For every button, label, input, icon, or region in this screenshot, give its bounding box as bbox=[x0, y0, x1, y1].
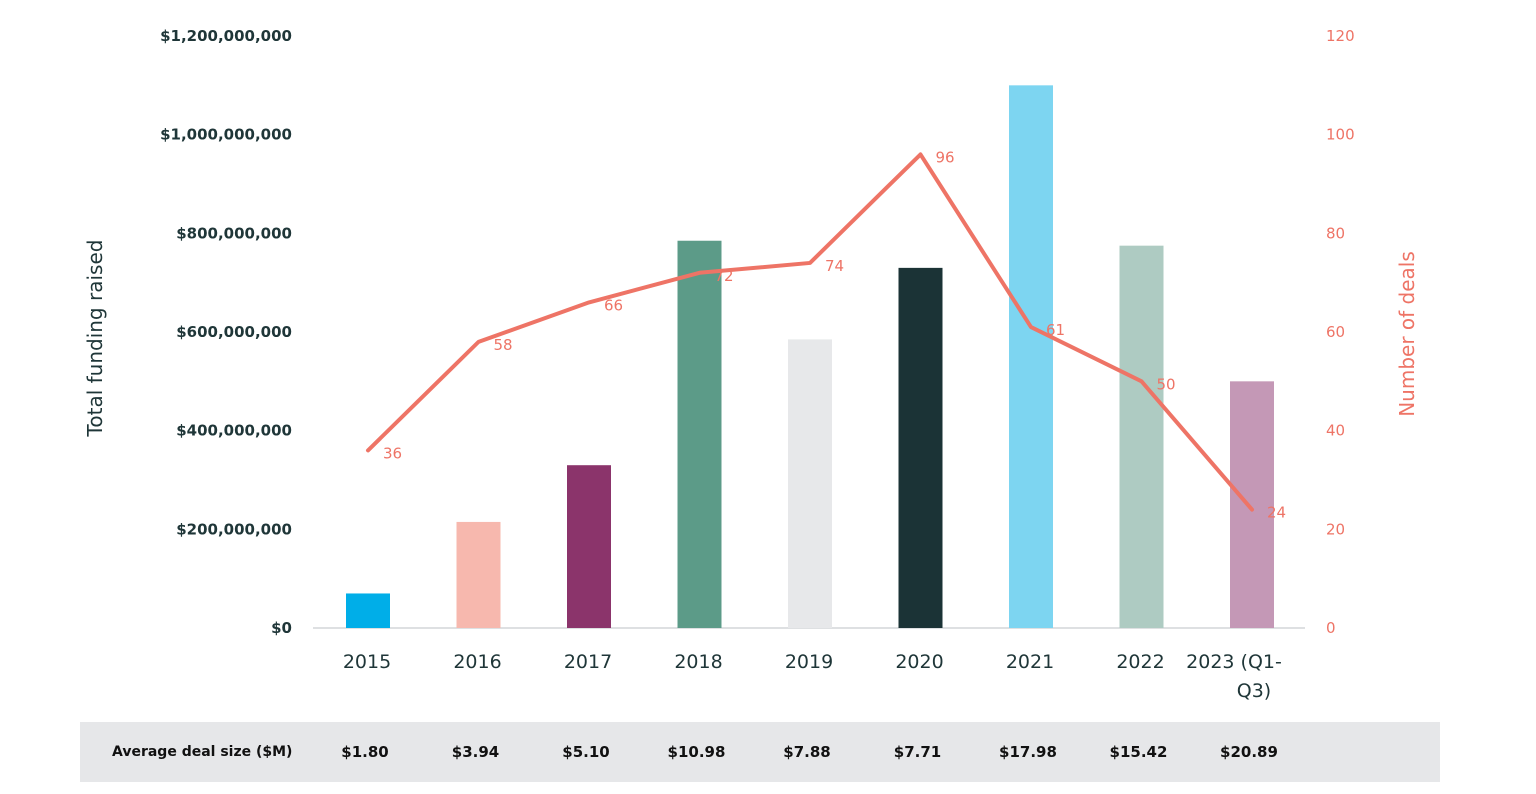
funding-bar bbox=[677, 240, 722, 628]
x-axis-tick-line: 2022 bbox=[1116, 651, 1164, 673]
deals-data-label: 61 bbox=[1046, 321, 1065, 339]
right-axis-tick: 0 bbox=[1326, 619, 1336, 637]
funding-bar bbox=[567, 465, 611, 628]
left-axis-tick: $1,000,000,000 bbox=[160, 126, 292, 144]
average-deal-size-value: $1.80 bbox=[341, 743, 389, 761]
funding-bar bbox=[1230, 381, 1274, 628]
x-axis-tick-line: 2016 bbox=[453, 651, 501, 673]
x-axis-tick: 2020 bbox=[895, 651, 943, 673]
average-deal-size-table: Average deal size ($M) $1.80 $3.94 $5.10 $1… bbox=[80, 722, 1440, 782]
x-axis-tick: 2023 (Q1- Q3) bbox=[1186, 651, 1282, 702]
deals-data-label: 58 bbox=[494, 336, 513, 354]
funding-bar bbox=[456, 521, 501, 628]
average-deal-size-value: $7.88 bbox=[783, 743, 831, 761]
deals-data-label: 50 bbox=[1157, 375, 1176, 393]
right-axis-ticks: 0 20 40 60 80 100 120 bbox=[1326, 27, 1355, 637]
x-axis-tick: 2019 bbox=[785, 651, 833, 673]
x-axis-tick: 2021 bbox=[1006, 651, 1054, 673]
right-axis-tick: 80 bbox=[1326, 224, 1345, 242]
deals-data-label: 96 bbox=[936, 148, 955, 166]
x-axis-tick: 2016 bbox=[453, 651, 501, 673]
x-axis-tick: 2017 bbox=[564, 651, 612, 673]
deals-line-labels: 36 58 66 72 74 96 61 50 24 bbox=[383, 148, 1286, 521]
x-axis-tick-line: 2015 bbox=[343, 651, 391, 673]
x-axis-tick: 2015 bbox=[343, 651, 391, 673]
x-axis-tick-line: 2019 bbox=[785, 651, 833, 673]
funding-bar bbox=[898, 267, 943, 628]
deals-data-label: 36 bbox=[383, 444, 402, 462]
left-axis-tick: $800,000,000 bbox=[176, 224, 292, 242]
funding-bar bbox=[788, 339, 832, 628]
average-deal-size-label: Average deal size ($M) bbox=[112, 744, 293, 760]
left-axis-ticks: $0 $200,000,000 $400,000,000 $600,000,000 $8… bbox=[160, 27, 292, 637]
deals-data-label: 66 bbox=[604, 296, 623, 314]
x-axis-tick-line: 2023 (Q1- bbox=[1186, 651, 1282, 673]
average-deal-size-value: $15.42 bbox=[1109, 743, 1168, 761]
funding-bar bbox=[346, 593, 390, 628]
x-axis-tick-line: 2021 bbox=[1006, 651, 1054, 673]
right-axis-title: Number of deals bbox=[1395, 251, 1419, 417]
left-axis-tick: $400,000,000 bbox=[176, 422, 292, 440]
x-axis-tick-line: 2018 bbox=[674, 651, 722, 673]
deals-data-label: 24 bbox=[1267, 504, 1286, 522]
x-axis-tick-line: 2020 bbox=[895, 651, 943, 673]
average-deal-size-value: $5.10 bbox=[562, 743, 610, 761]
left-axis-tick: $200,000,000 bbox=[176, 520, 292, 538]
deals-line bbox=[366, 152, 1254, 512]
left-axis-tick: $1,200,000,000 bbox=[160, 27, 292, 45]
left-axis-tick: $600,000,000 bbox=[176, 323, 292, 341]
deals-data-label: 72 bbox=[715, 267, 734, 285]
x-axis-tick: 2018 bbox=[674, 651, 722, 673]
left-axis-title: Total funding raised bbox=[83, 240, 107, 438]
x-axis-tick: 2022 bbox=[1116, 651, 1164, 673]
funding-chart: $0 $200,000,000 $400,000,000 $600,000,000 $8… bbox=[83, 27, 1419, 702]
right-axis-tick: 120 bbox=[1326, 27, 1355, 45]
left-axis-tick: $0 bbox=[271, 619, 292, 637]
right-axis-tick: 100 bbox=[1326, 126, 1355, 144]
average-deal-size-value: $7.71 bbox=[893, 743, 942, 761]
x-axis-ticks: 2015 2016 2017 2018 2019 2020 2021 2022 2023 (Q1… bbox=[343, 651, 1282, 702]
x-axis-tick-line: Q3) bbox=[1237, 680, 1271, 702]
average-deal-size-value: $10.98 bbox=[667, 743, 726, 761]
funding-bars bbox=[346, 85, 1274, 629]
funding-bar bbox=[1119, 245, 1164, 628]
average-deal-size-value: $20.89 bbox=[1220, 743, 1278, 761]
right-axis-tick: 60 bbox=[1326, 323, 1345, 341]
right-axis-tick: 40 bbox=[1326, 422, 1345, 440]
right-axis-tick: 20 bbox=[1326, 520, 1345, 538]
average-deal-size-value: $17.98 bbox=[999, 743, 1057, 761]
funding-bar bbox=[1009, 85, 1053, 629]
average-deal-size-value: $3.94 bbox=[451, 743, 500, 761]
x-axis-tick-line: 2017 bbox=[564, 651, 612, 673]
deals-data-label: 74 bbox=[825, 257, 844, 275]
